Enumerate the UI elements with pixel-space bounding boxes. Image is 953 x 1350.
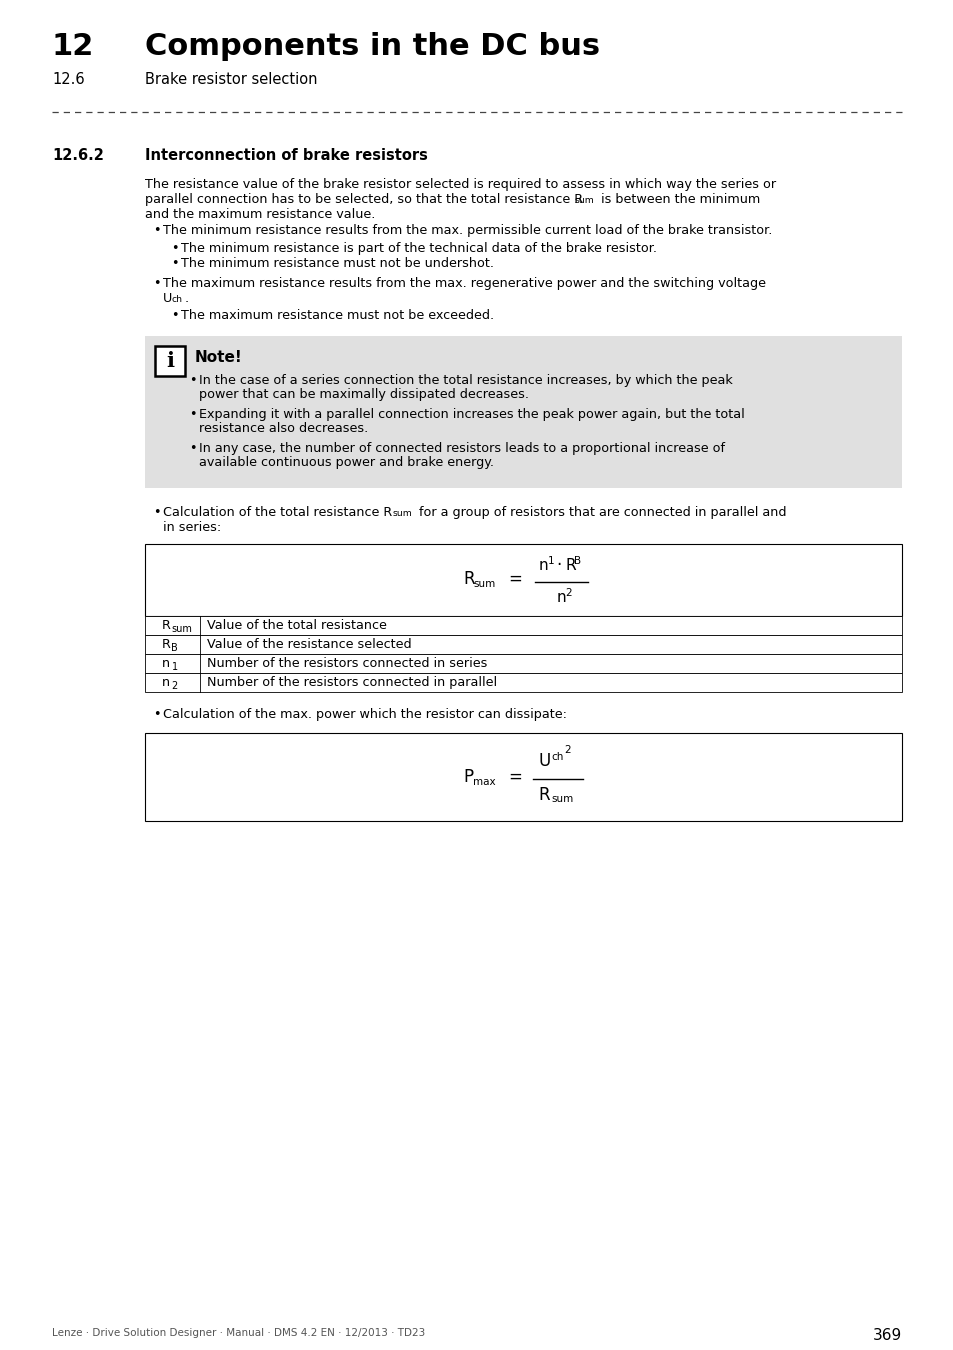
Text: •: • bbox=[171, 256, 178, 270]
Text: •: • bbox=[189, 408, 196, 421]
Text: 1: 1 bbox=[547, 556, 554, 566]
Text: The maximum resistance results from the max. regenerative power and the switchin: The maximum resistance results from the … bbox=[163, 277, 765, 290]
Text: for a group of resistors that are connected in parallel and: for a group of resistors that are connec… bbox=[415, 506, 785, 518]
Text: R: R bbox=[537, 786, 550, 805]
Text: R: R bbox=[565, 558, 576, 572]
Text: •: • bbox=[152, 224, 160, 238]
Text: R: R bbox=[161, 639, 171, 651]
Text: The minimum resistance must not be undershot.: The minimum resistance must not be under… bbox=[181, 256, 494, 270]
Text: •: • bbox=[189, 374, 196, 387]
Bar bbox=[145, 634, 901, 653]
Bar bbox=[145, 544, 901, 616]
Text: In the case of a series connection the total resistance increases, by which the : In the case of a series connection the t… bbox=[199, 374, 732, 387]
Text: ·: · bbox=[556, 556, 561, 574]
Bar bbox=[145, 616, 901, 634]
Text: resistance also decreases.: resistance also decreases. bbox=[199, 423, 368, 435]
Text: Calculation of the total resistance R: Calculation of the total resistance R bbox=[163, 506, 392, 518]
Text: The resistance value of the brake resistor selected is required to assess in whi: The resistance value of the brake resist… bbox=[145, 178, 776, 190]
Text: .: . bbox=[185, 292, 189, 305]
Text: sum: sum bbox=[473, 579, 496, 589]
Text: U: U bbox=[163, 292, 172, 305]
Text: n: n bbox=[537, 558, 548, 572]
Text: 2: 2 bbox=[564, 745, 571, 755]
Text: U: U bbox=[537, 752, 550, 769]
Text: power that can be maximally dissipated decreases.: power that can be maximally dissipated d… bbox=[199, 387, 529, 401]
Text: sum: sum bbox=[393, 509, 413, 518]
Text: =: = bbox=[508, 768, 522, 786]
Text: Lenze · Drive Solution Designer · Manual · DMS 4.2 EN · 12/2013 · TD23: Lenze · Drive Solution Designer · Manual… bbox=[52, 1328, 425, 1338]
Text: n: n bbox=[162, 676, 171, 688]
Text: ch: ch bbox=[172, 296, 183, 304]
Text: The maximum resistance must not be exceeded.: The maximum resistance must not be excee… bbox=[181, 309, 494, 323]
Text: ch: ch bbox=[551, 752, 563, 761]
Text: available continuous power and brake energy.: available continuous power and brake ene… bbox=[199, 456, 494, 468]
Text: parallel connection has to be selected, so that the total resistance R: parallel connection has to be selected, … bbox=[145, 193, 582, 207]
Text: The minimum resistance results from the max. permissible current load of the bra: The minimum resistance results from the … bbox=[163, 224, 772, 238]
Text: in series:: in series: bbox=[163, 521, 221, 535]
Text: •: • bbox=[189, 441, 196, 455]
Text: Calculation of the max. power which the resistor can dissipate:: Calculation of the max. power which the … bbox=[163, 707, 566, 721]
Text: The minimum resistance is part of the technical data of the brake resistor.: The minimum resistance is part of the te… bbox=[181, 242, 657, 255]
Text: 12: 12 bbox=[52, 32, 94, 61]
Text: is between the minimum: is between the minimum bbox=[597, 193, 760, 207]
Bar bbox=[154, 346, 185, 377]
Text: P: P bbox=[463, 768, 473, 786]
Bar bbox=[145, 653, 901, 674]
Text: Interconnection of brake resistors: Interconnection of brake resistors bbox=[145, 148, 428, 163]
Text: •: • bbox=[171, 242, 178, 255]
Text: 2: 2 bbox=[565, 589, 572, 598]
Text: Brake resistor selection: Brake resistor selection bbox=[145, 72, 317, 86]
Bar bbox=[145, 336, 901, 487]
Text: Value of the total resistance: Value of the total resistance bbox=[207, 620, 387, 632]
Text: Value of the resistance selected: Value of the resistance selected bbox=[207, 639, 411, 651]
Text: n: n bbox=[556, 590, 565, 605]
Text: •: • bbox=[152, 707, 160, 721]
Text: Components in the DC bus: Components in the DC bus bbox=[145, 32, 599, 61]
Text: =: = bbox=[508, 570, 522, 589]
Text: max: max bbox=[473, 778, 496, 787]
Bar bbox=[145, 674, 901, 693]
Text: •: • bbox=[152, 277, 160, 290]
Text: sum: sum bbox=[575, 196, 594, 205]
Text: B: B bbox=[172, 643, 178, 653]
Text: 12.6.2: 12.6.2 bbox=[52, 148, 104, 163]
Text: In any case, the number of connected resistors leads to a proportional increase : In any case, the number of connected res… bbox=[199, 441, 724, 455]
Text: n: n bbox=[162, 657, 171, 670]
Text: 12.6: 12.6 bbox=[52, 72, 85, 86]
Text: sum: sum bbox=[172, 624, 193, 634]
Bar bbox=[145, 733, 901, 821]
Text: sum: sum bbox=[551, 794, 573, 805]
Text: R: R bbox=[161, 620, 171, 632]
Text: 2: 2 bbox=[172, 680, 177, 691]
Text: R: R bbox=[463, 570, 475, 589]
Text: Number of the resistors connected in parallel: Number of the resistors connected in par… bbox=[207, 676, 497, 688]
Text: 1: 1 bbox=[172, 662, 177, 672]
Text: i: i bbox=[166, 351, 173, 371]
Text: •: • bbox=[171, 309, 178, 323]
Text: Number of the resistors connected in series: Number of the resistors connected in ser… bbox=[207, 657, 487, 670]
Text: Expanding it with a parallel connection increases the peak power again, but the : Expanding it with a parallel connection … bbox=[199, 408, 744, 421]
Text: B: B bbox=[574, 556, 581, 566]
Text: •: • bbox=[152, 506, 160, 518]
Text: and the maximum resistance value.: and the maximum resistance value. bbox=[145, 208, 375, 221]
Text: 369: 369 bbox=[872, 1328, 901, 1343]
Text: Note!: Note! bbox=[194, 350, 242, 365]
